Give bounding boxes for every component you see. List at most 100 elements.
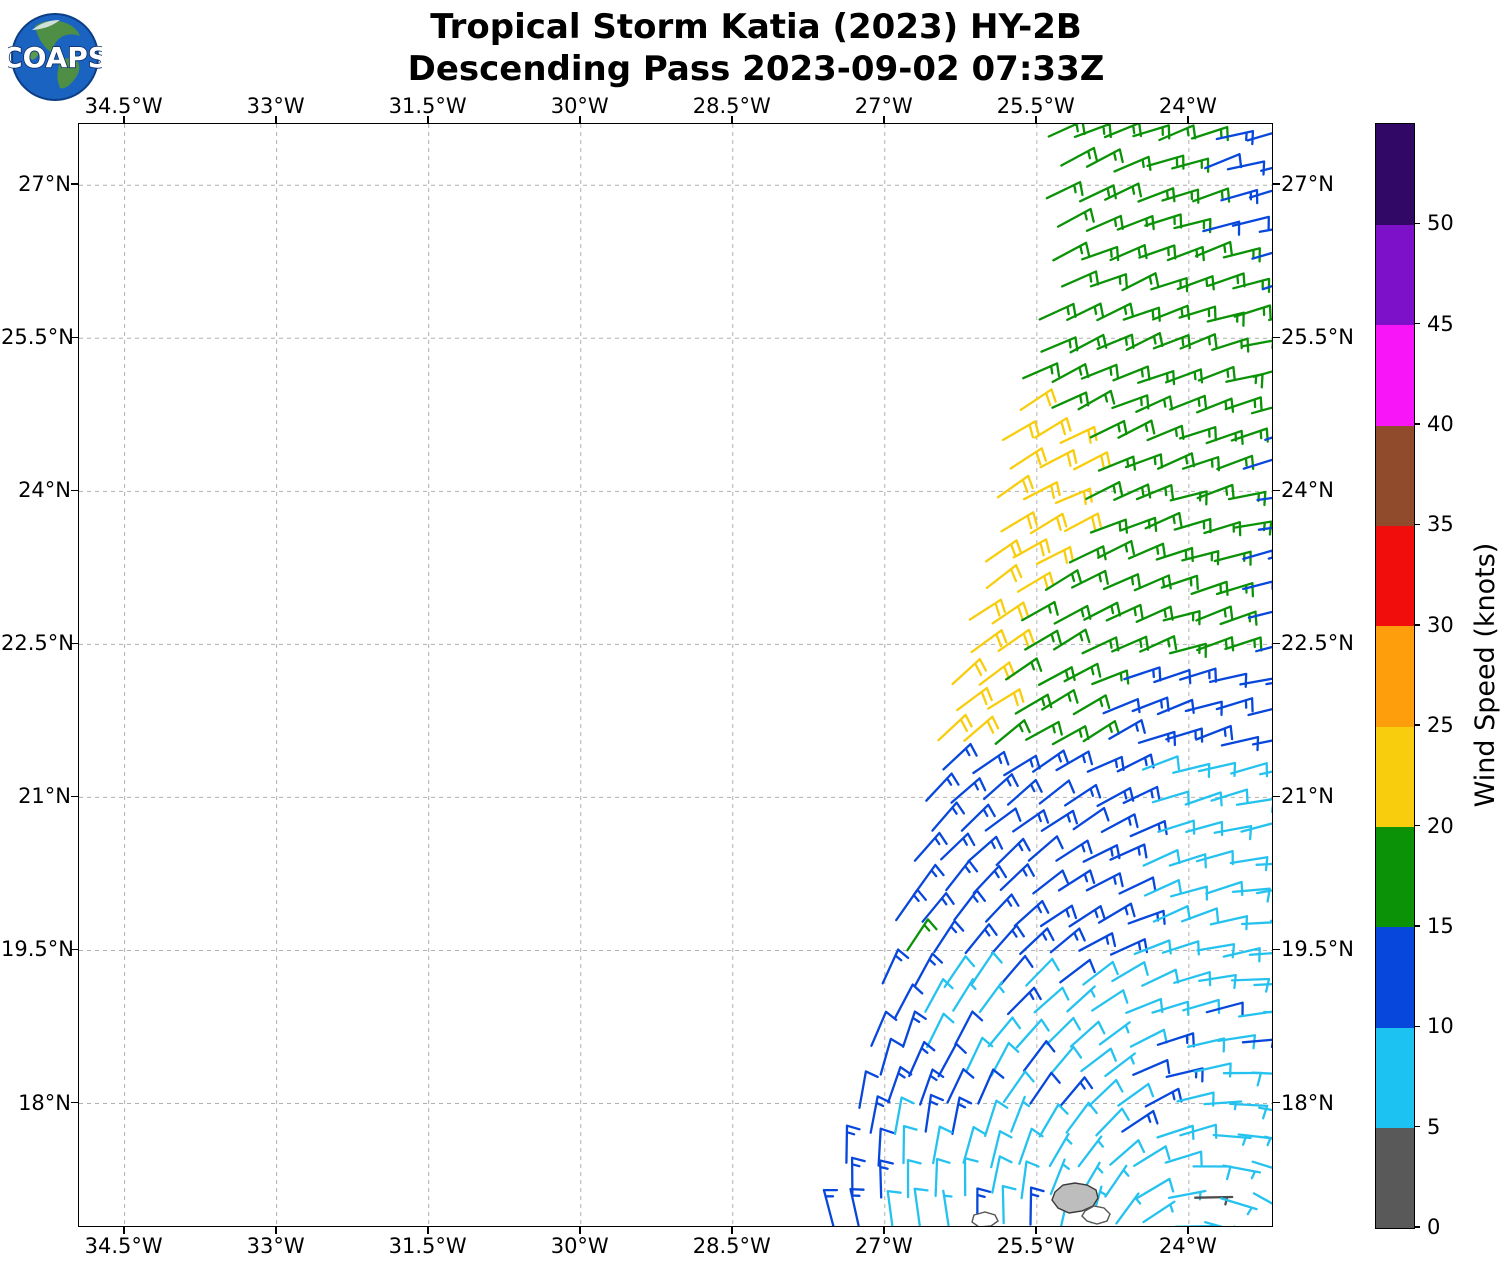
wind-barb bbox=[913, 1187, 929, 1226]
wind-barb bbox=[985, 564, 1023, 590]
x-tick-label-bottom: 34.5°W bbox=[84, 1234, 163, 1258]
wind-barb bbox=[1121, 1109, 1159, 1133]
wind-barb bbox=[1133, 574, 1172, 592]
y-tick-label-right: 27°N bbox=[1281, 172, 1334, 197]
y-tick-label-left: 25.5°N bbox=[1, 325, 74, 350]
wind-barb bbox=[1102, 698, 1141, 715]
x-tick-label-bottom: 27°W bbox=[854, 1234, 913, 1258]
wind-barb bbox=[1029, 1071, 1061, 1105]
wind-barb bbox=[1044, 569, 1083, 591]
colorbar-tick-label: 10 bbox=[1427, 1014, 1454, 1039]
wind-barb bbox=[1085, 148, 1124, 168]
x-tick-mark bbox=[731, 1227, 733, 1234]
wind-barb bbox=[1185, 820, 1224, 837]
wind-barb bbox=[1208, 672, 1248, 688]
wind-barb bbox=[1168, 853, 1207, 869]
wind-barb bbox=[1231, 215, 1270, 232]
wind-barb bbox=[1174, 1224, 1214, 1226]
wind-barb bbox=[1053, 628, 1091, 651]
wind-barb bbox=[1069, 1020, 1106, 1048]
wind-barb bbox=[1052, 241, 1091, 262]
colorbar-tick-mark bbox=[1414, 1025, 1420, 1028]
wind-barb bbox=[858, 1070, 879, 1109]
wind-barb bbox=[1020, 1160, 1040, 1200]
wind-barb bbox=[1063, 783, 1102, 807]
wind-barb bbox=[1102, 573, 1141, 591]
wind-barb bbox=[1156, 1032, 1195, 1048]
wind-barb bbox=[1072, 694, 1111, 716]
wind-barb bbox=[951, 657, 988, 686]
wind-barb bbox=[1179, 1123, 1218, 1139]
wind-barb bbox=[1264, 436, 1272, 441]
colorbar-tick-mark bbox=[1414, 222, 1420, 225]
wind-barb bbox=[1111, 394, 1150, 410]
wind-barb bbox=[1086, 755, 1125, 773]
wind-barb bbox=[921, 892, 955, 923]
colorbar-segment-10-15 bbox=[1376, 926, 1414, 1028]
wind-barb bbox=[1066, 985, 1096, 1013]
colorbar-tick-label: 40 bbox=[1427, 412, 1454, 437]
wind-barb bbox=[1122, 785, 1161, 805]
wind-barb bbox=[1196, 636, 1235, 652]
wind-barb bbox=[1006, 778, 1043, 806]
wind-barb bbox=[1143, 879, 1183, 897]
wind-barb bbox=[1139, 635, 1178, 653]
wind-barb bbox=[1108, 719, 1146, 740]
wind-barb bbox=[1024, 629, 1062, 651]
wind-barb bbox=[990, 924, 1025, 955]
wind-barb bbox=[1178, 305, 1217, 321]
wind-barb bbox=[1255, 862, 1272, 866]
wind-barb bbox=[1065, 1101, 1098, 1134]
wind-barb bbox=[1047, 124, 1086, 138]
wind-barb bbox=[1078, 932, 1117, 952]
colorbar-segment-30-35 bbox=[1376, 525, 1414, 627]
wind-barb bbox=[1172, 762, 1211, 779]
x-tick-mark bbox=[275, 116, 277, 123]
wind-barb bbox=[1210, 788, 1249, 804]
wind-barb bbox=[1113, 483, 1152, 501]
wind-barb bbox=[1082, 960, 1119, 986]
wind-barb bbox=[1169, 394, 1208, 411]
wind-barb bbox=[1048, 1045, 1083, 1077]
wind-barb bbox=[1233, 304, 1272, 320]
x-tick-mark bbox=[1187, 116, 1189, 123]
wind-barb bbox=[1179, 333, 1218, 350]
wind-barb bbox=[1013, 899, 1050, 927]
x-tick-label-top: 34.5°W bbox=[84, 94, 163, 118]
wind-barb bbox=[1241, 339, 1272, 350]
wind-barb bbox=[940, 832, 976, 861]
wind-barb bbox=[1019, 927, 1055, 956]
wind-barb bbox=[1162, 610, 1201, 626]
wind-barb bbox=[1215, 697, 1254, 713]
colorbar-tick-mark bbox=[1414, 824, 1420, 827]
colorbar-tick-mark bbox=[1414, 423, 1420, 425]
wind-barb bbox=[934, 1157, 951, 1198]
wind-barb bbox=[924, 978, 954, 1013]
wind-barb bbox=[1141, 755, 1181, 771]
x-tick-mark bbox=[123, 1227, 125, 1234]
wind-barb bbox=[1098, 1021, 1131, 1046]
wind-barb bbox=[943, 955, 976, 989]
wind-barb bbox=[1035, 545, 1074, 565]
wind-barb bbox=[1198, 973, 1237, 990]
wind-barb bbox=[1224, 396, 1263, 412]
wind-barb bbox=[1133, 1145, 1171, 1167]
wind-barb bbox=[1073, 124, 1112, 139]
wind-barb bbox=[971, 951, 1003, 985]
y-tick-mark bbox=[71, 489, 78, 492]
wind-barb bbox=[1259, 770, 1272, 776]
wind-barb bbox=[942, 742, 978, 771]
colorbar-tick-label: 35 bbox=[1427, 512, 1454, 537]
wind-barb bbox=[956, 686, 993, 712]
wind-barb bbox=[1255, 645, 1272, 653]
wind-barb bbox=[986, 688, 1025, 710]
wind-barb bbox=[894, 983, 924, 1019]
x-tick-label-bottom: 25.5°W bbox=[996, 1234, 1075, 1258]
wind-barb bbox=[937, 713, 973, 742]
wind-barb bbox=[1078, 184, 1117, 203]
y-tick-mark bbox=[1273, 948, 1280, 951]
wind-barb bbox=[978, 661, 1016, 686]
colorbar-tick-label: 0 bbox=[1427, 1215, 1441, 1239]
wind-barb bbox=[1063, 662, 1102, 683]
wind-barb bbox=[972, 864, 1008, 895]
